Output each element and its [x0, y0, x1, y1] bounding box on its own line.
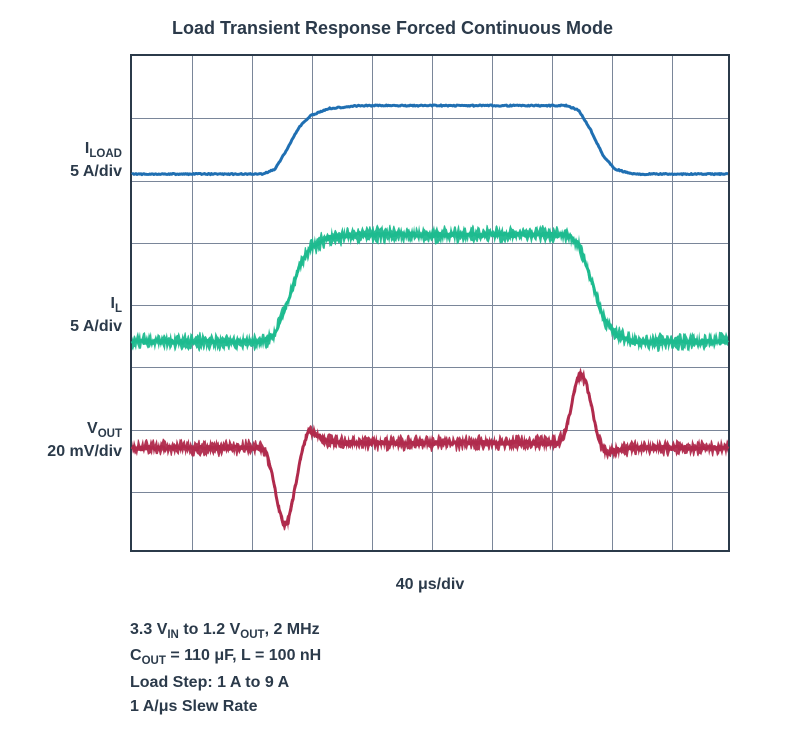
- footer-line-2: Load Step: 1 A to 9 A: [130, 671, 321, 695]
- y-axis-label-1: IL5 A/div: [70, 294, 122, 337]
- footer-line-1: COUT = 110 μF, L = 100 nH: [130, 644, 321, 670]
- trace-line-I_L: [132, 233, 728, 344]
- trace-line-V_OUT: [132, 373, 728, 526]
- y-axis-label-2: VOUT20 mV/div: [47, 419, 122, 462]
- footer-line-0: 3.3 VIN to 1.2 VOUT, 2 MHz: [130, 618, 321, 644]
- chart-title: Load Transient Response Forced Continuou…: [0, 18, 785, 39]
- x-axis-label: 40 μs/div: [130, 576, 730, 594]
- footer-line-3: 1 A/μs Slew Rate: [130, 695, 321, 719]
- conditions-footer: 3.3 VIN to 1.2 VOUT, 2 MHzCOUT = 110 μF,…: [130, 618, 321, 719]
- trace-line-I_LOAD: [132, 105, 728, 175]
- oscilloscope-grid: [130, 54, 730, 552]
- trace-fill-I_L: [132, 224, 728, 352]
- trace-svg: [132, 56, 728, 550]
- y-axis-label-0: ILOAD5 A/div: [70, 139, 122, 182]
- trace-fill-I_LOAD: [132, 105, 728, 175]
